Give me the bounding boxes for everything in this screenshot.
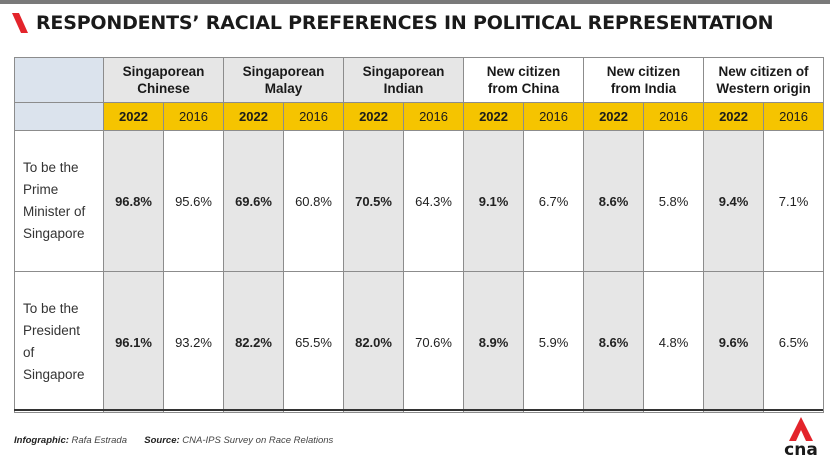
credit-label: Infographic: <box>14 435 69 446</box>
row-label: To be the Prime Minister of Singapore <box>14 130 104 272</box>
value-cell-2022: 8.6% <box>583 271 645 413</box>
table-row-prime-minister: To be the Prime Minister of Singapore 96… <box>14 130 825 272</box>
group-header: New citizen of Western origin <box>703 57 825 103</box>
year-header-2016: 2016 <box>403 102 465 131</box>
value-cell-2016: 60.8% <box>283 130 345 272</box>
chart-title: RESPONDENTS’ RACIAL PREFERENCES IN POLIT… <box>36 12 774 34</box>
group-header: Singaporean Malay <box>223 57 345 103</box>
group-header-row: Singaporean Chinese Singaporean Malay Sing… <box>14 57 825 103</box>
cna-logo-icon <box>789 417 813 441</box>
value-cell-2022: 82.2% <box>223 271 285 413</box>
group-header: Singaporean Indian <box>343 57 465 103</box>
year-header-row: 2022 2016 2022 2016 2022 2016 2022 2016 … <box>14 102 825 131</box>
group-header: New citizen from India <box>583 57 705 103</box>
value-cell-2022: 96.1% <box>103 271 164 413</box>
year-header-2022: 2022 <box>703 102 765 131</box>
value-cell-2016: 7.1% <box>763 130 825 272</box>
value-cell-2016: 93.2% <box>162 271 225 413</box>
source-label: Source: <box>144 435 180 446</box>
year-header-2022: 2022 <box>583 102 645 131</box>
table-row-president: To be the President of Singapore 96.1% 9… <box>14 271 825 413</box>
year-header-2022: 2022 <box>103 102 164 131</box>
data-table: Singaporean Chinese Singaporean Malay Sing… <box>14 57 825 413</box>
value-cell-2022: 8.9% <box>463 271 525 413</box>
value-cell-2016: 64.3% <box>403 130 465 272</box>
title-bar: RESPONDENTS’ RACIAL PREFERENCES IN POLIT… <box>12 12 774 34</box>
year-header-2016: 2016 <box>523 102 585 131</box>
table-bottom-rule <box>14 409 823 411</box>
year-corner-cell <box>14 102 104 131</box>
value-cell-2016: 6.7% <box>523 130 585 272</box>
title-accent-icon <box>12 13 28 33</box>
value-cell-2022: 70.5% <box>343 130 405 272</box>
value-cell-2016: 5.8% <box>643 130 705 272</box>
value-cell-2022: 9.1% <box>463 130 525 272</box>
footer-credits: Infographic: Rafa Estrada Source: CNA-IP… <box>14 435 333 446</box>
value-cell-2022: 8.6% <box>583 130 645 272</box>
year-header-2016: 2016 <box>162 102 225 131</box>
top-rule <box>0 0 830 4</box>
value-cell-2022: 69.6% <box>223 130 285 272</box>
year-header-2016: 2016 <box>763 102 825 131</box>
value-cell-2016: 6.5% <box>763 271 825 413</box>
value-cell-2022: 9.4% <box>703 130 765 272</box>
value-cell-2016: 4.8% <box>643 271 705 413</box>
row-label: To be the President of Singapore <box>14 271 104 413</box>
cna-logo-text: cna <box>784 440 818 460</box>
value-cell-2016: 95.6% <box>162 130 225 272</box>
year-header-2022: 2022 <box>223 102 285 131</box>
year-header-2022: 2022 <box>343 102 405 131</box>
year-header-2016: 2016 <box>643 102 705 131</box>
header-corner-cell <box>14 57 104 103</box>
group-header: Singaporean Chinese <box>102 57 225 103</box>
year-header-2022: 2022 <box>463 102 525 131</box>
value-cell-2022: 9.6% <box>703 271 765 413</box>
value-cell-2022: 82.0% <box>343 271 405 413</box>
source-value: CNA-IPS Survey on Race Relations <box>182 435 334 446</box>
value-cell-2016: 65.5% <box>283 271 345 413</box>
value-cell-2022: 96.8% <box>103 130 164 272</box>
year-header-2016: 2016 <box>283 102 345 131</box>
value-cell-2016: 70.6% <box>403 271 465 413</box>
value-cell-2016: 5.9% <box>523 271 585 413</box>
credit-value: Rafa Estrada <box>71 435 127 446</box>
group-header: New citizen from China <box>463 57 585 103</box>
